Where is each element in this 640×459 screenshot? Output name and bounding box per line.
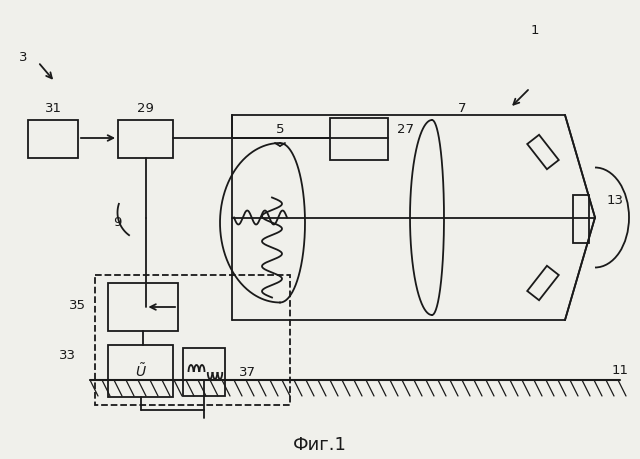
Text: $\tilde{U}$: $\tilde{U}$	[134, 362, 147, 380]
Text: 11: 11	[611, 364, 628, 376]
Text: 5: 5	[276, 123, 284, 135]
Bar	[330, 118, 388, 160]
Text: 35: 35	[68, 298, 86, 312]
Text: 31: 31	[45, 101, 61, 114]
Text: 9: 9	[113, 216, 122, 229]
Bar	[28, 120, 78, 158]
Bar	[118, 120, 173, 158]
Text: 33: 33	[58, 348, 76, 362]
Bar	[108, 283, 178, 331]
Text: 7: 7	[458, 101, 467, 114]
Bar	[108, 345, 173, 397]
Bar	[183, 348, 225, 396]
Bar	[573, 195, 589, 243]
Text: Фиг.1: Фиг.1	[293, 436, 347, 454]
Polygon shape	[527, 135, 559, 169]
Text: 37: 37	[239, 365, 255, 379]
Bar	[95, 275, 290, 405]
Text: 1: 1	[531, 23, 540, 37]
Text: 13: 13	[607, 194, 623, 207]
Polygon shape	[527, 266, 559, 300]
Text: 27: 27	[397, 123, 415, 135]
Text: 29: 29	[137, 101, 154, 114]
Text: 3: 3	[19, 50, 28, 63]
